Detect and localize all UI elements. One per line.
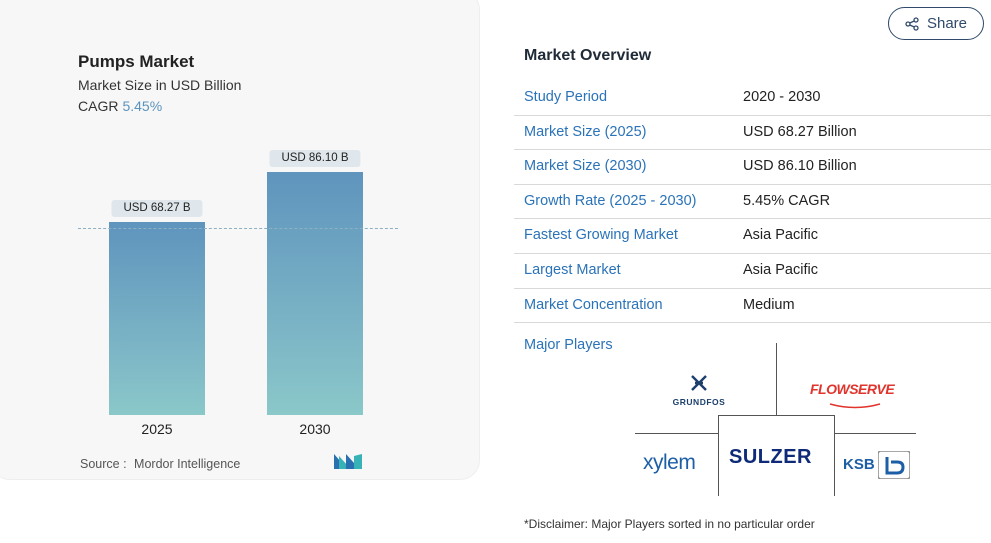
grundfos-logo[interactable]: GRUNDFOS <box>664 375 734 407</box>
overview-row: Study Period 2020 - 2030 <box>514 81 991 116</box>
overview-row-value: Asia Pacific <box>743 227 818 244</box>
mordor-logo-icon <box>334 454 362 469</box>
players-divider <box>635 433 719 434</box>
overview-row: Fastest Growing Market Asia Pacific <box>514 219 991 254</box>
ksb-b-icon <box>877 451 910 479</box>
ksb-logo[interactable]: KSB <box>843 449 913 479</box>
share-icon <box>905 16 919 31</box>
overview-row-value: 5.45% CAGR <box>743 192 831 209</box>
x-axis-label: 2030 <box>299 421 331 437</box>
players-divider <box>834 433 916 434</box>
flowserve-swoosh-icon <box>829 403 881 409</box>
overview-row-key[interactable]: Market Size (2030) <box>524 158 647 175</box>
players-divider <box>718 415 719 496</box>
xylem-logo[interactable]: xylem <box>643 451 713 477</box>
bar-data-label: USD 86.10 B <box>269 150 361 167</box>
sulzer-logo[interactable]: SULZER <box>729 446 825 472</box>
disclaimer: *Disclaimer: Major Players sorted in no … <box>524 517 815 531</box>
overview-row-value: 2020 - 2030 <box>743 89 821 105</box>
chart-cagr: CAGR 5.45% <box>78 98 162 114</box>
overview-table: Study Period 2020 - 2030 Market Size (2025… <box>514 81 991 324</box>
source-value: Mordor Intelligence <box>134 457 241 471</box>
overview-row-key[interactable]: Growth Rate (2025 - 2030) <box>524 192 697 209</box>
overview-row-value: Medium <box>743 296 795 313</box>
players-divider <box>834 415 835 496</box>
share-button[interactable]: Share <box>888 7 984 40</box>
grundfos-wordmark: GRUNDFOS <box>672 397 726 407</box>
overview-row: Largest Market Asia Pacific <box>514 254 991 289</box>
x-axis-label: 2025 <box>141 421 173 437</box>
ksb-wordmark: KSB <box>843 456 875 473</box>
bar-2025 <box>109 222 205 415</box>
source-note: Source : Mordor Intelligence <box>80 457 240 471</box>
overview-row: Market Size (2025) USD 68.27 Billion <box>514 116 991 151</box>
overview-row-key[interactable]: Fastest Growing Market <box>524 227 678 244</box>
flowserve-logo[interactable]: FLOWSERVE <box>810 381 895 409</box>
bar-2030 <box>267 172 363 415</box>
xylem-wordmark: xylem <box>643 451 696 474</box>
sulzer-wordmark: SULZER <box>729 446 812 468</box>
chart-title: Pumps Market <box>78 52 195 71</box>
overview-row: Market Size (2030) USD 86.10 Billion <box>514 150 991 185</box>
overview-row-value: Asia Pacific <box>743 261 818 278</box>
source-label: Source : <box>80 457 127 471</box>
grundfos-icon <box>691 375 707 391</box>
overview-row-key[interactable]: Largest Market <box>524 261 621 278</box>
chart-subtitle: Market Size in USD Billion <box>78 77 242 93</box>
cagr-value: 5.45% <box>122 98 163 114</box>
cagr-label: CAGR <box>78 98 119 114</box>
share-label: Share <box>926 15 968 32</box>
overview-row-key[interactable]: Market Size (2025) <box>524 123 647 140</box>
players-divider <box>718 415 835 416</box>
players-divider <box>776 343 777 415</box>
bar-data-label: USD 68.27 B <box>111 200 203 218</box>
overview-row-key[interactable]: Market Concentration <box>524 296 663 313</box>
overview-row: Market Concentration Medium <box>514 289 991 324</box>
overview-row-value: USD 68.27 Billion <box>743 123 857 140</box>
reference-dashed-line <box>78 228 398 229</box>
flowserve-wordmark: FLOWSERVE <box>810 381 895 397</box>
overview-row: Growth Rate (2025 - 2030) 5.45% CAGR <box>514 185 991 220</box>
overview-row-value: USD 86.10 Billion <box>743 158 857 175</box>
overview-title: Market Overview <box>524 47 652 64</box>
major-players-title: Major Players <box>524 337 613 353</box>
chart-card <box>0 0 480 480</box>
overview-row-key[interactable]: Study Period <box>524 89 608 105</box>
